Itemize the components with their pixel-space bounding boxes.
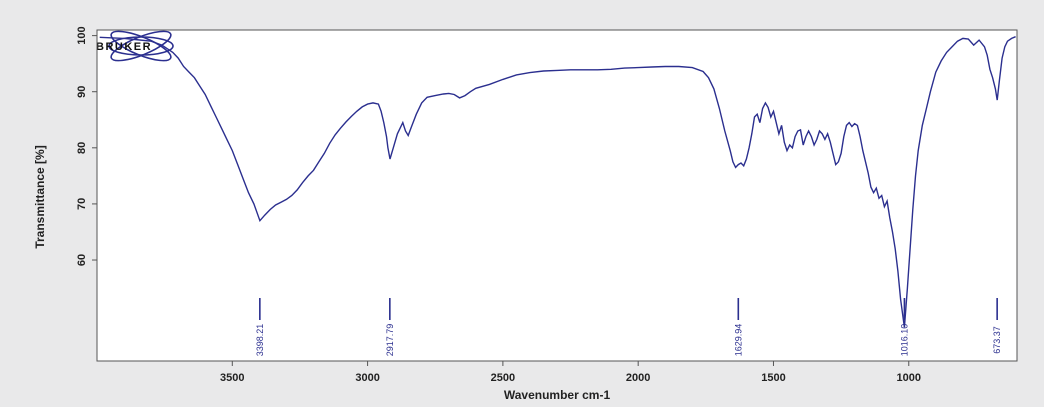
y-tick-label: 60 — [76, 254, 88, 266]
y-tick-label: 90 — [76, 86, 88, 98]
peak-label: 3398.21 — [255, 324, 265, 357]
y-axis-label: Transmittance [%] — [33, 145, 47, 248]
x-axis-label: Wavenumber cm-1 — [504, 388, 611, 402]
plot-frame — [96, 29, 1018, 362]
logo-text: BRUKER — [96, 41, 152, 53]
x-tick-label: 2000 — [626, 372, 650, 384]
y-tick-label: 100 — [76, 26, 88, 44]
x-tick-label: 2500 — [491, 372, 515, 384]
peak-markers: 3398.21 2917.79 1629.94 1016.10 673.37 — [255, 298, 1002, 356]
peak-label: 1016.10 — [899, 324, 909, 357]
x-tick-label: 3000 — [355, 372, 379, 384]
peak-label: 673.37 — [992, 326, 1002, 354]
y-tick-label: 70 — [76, 198, 88, 210]
x-tick-label: 3500 — [220, 372, 244, 384]
peak-label: 2917.79 — [385, 324, 395, 357]
x-tick-label: 1000 — [897, 372, 921, 384]
bruker-logo: BRUKER — [96, 30, 174, 62]
spectrum-line — [99, 36, 1016, 328]
y-tick-label: 80 — [76, 142, 88, 154]
plot-background — [97, 30, 1017, 361]
logo-orbit-3 — [108, 36, 174, 56]
peak-label: 1629.94 — [733, 324, 743, 357]
x-tick-label: 1500 — [761, 372, 785, 384]
axes-group: 60 70 80 90 100 3500 3000 2500 2000 1500 1000 — [76, 26, 1018, 384]
